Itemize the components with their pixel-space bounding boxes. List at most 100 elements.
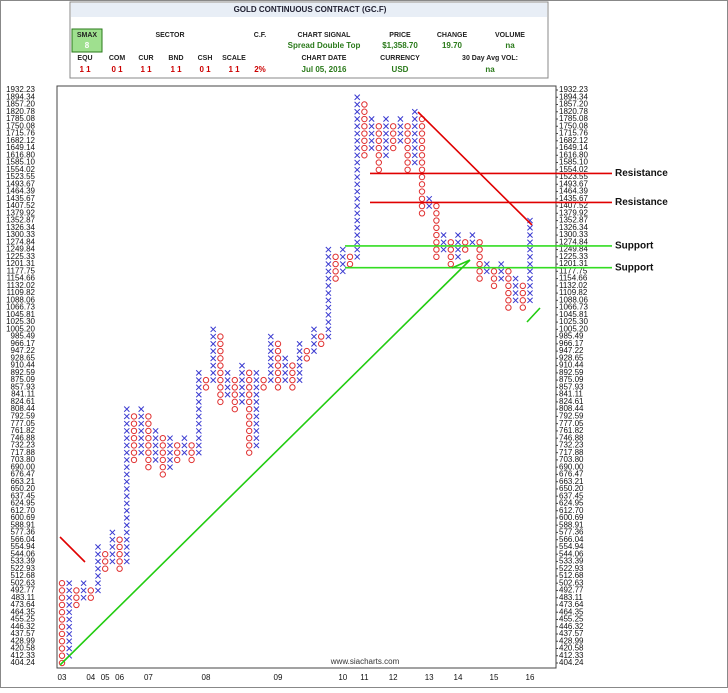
y-tick-label-right: 464.35	[559, 607, 584, 616]
x-box	[239, 384, 245, 391]
o-box	[361, 115, 368, 123]
x-stroke	[109, 543, 116, 550]
x-box	[195, 369, 202, 376]
y-tick-label-right: 1300.33	[559, 230, 588, 239]
x-stroke	[123, 435, 130, 442]
y-tick-label-right: 1523.55	[559, 172, 588, 181]
o-box	[476, 253, 483, 261]
x-stroke	[325, 304, 332, 311]
x-box	[109, 551, 116, 558]
y-tick-label-right: 792.59	[559, 412, 584, 421]
x-box	[325, 253, 332, 260]
o-box	[145, 413, 152, 420]
x-tick-label: 16	[526, 673, 535, 682]
y-tick-label-right: 1154.66	[559, 274, 588, 283]
x-stroke	[66, 631, 73, 637]
y-tick-label-right: 566.04	[559, 535, 584, 544]
y-tick-label: 824.61	[11, 397, 36, 406]
o-box	[145, 449, 152, 456]
x-tick-label: 15	[490, 673, 499, 682]
o-box	[519, 304, 526, 311]
x-box	[282, 355, 289, 362]
x-stroke	[152, 427, 159, 434]
y-tick-label: 566.04	[11, 535, 36, 544]
o-box	[116, 536, 123, 543]
o-box	[447, 239, 454, 246]
o-box	[87, 587, 95, 594]
x-stroke	[311, 340, 317, 347]
o-box	[202, 384, 210, 391]
x-stroke	[498, 268, 505, 275]
header-label: PRICE	[389, 32, 411, 39]
x-box	[123, 427, 130, 434]
y-tick-label: 1132.02	[7, 281, 36, 290]
y-tick-label-right: 637.45	[559, 491, 584, 500]
o-box	[102, 551, 109, 558]
x-stroke	[138, 420, 145, 427]
x-stroke	[267, 377, 274, 384]
x-box	[368, 116, 375, 122]
x-box	[138, 427, 145, 434]
x-stroke	[368, 116, 375, 122]
x-box	[383, 137, 389, 144]
y-tick-label: 483.11	[11, 593, 35, 602]
y-tick-label: 947.22	[11, 346, 36, 355]
x-box	[239, 369, 245, 376]
x-box	[455, 253, 461, 260]
x-box	[123, 485, 130, 492]
x-box	[440, 239, 447, 246]
footer: www.siacharts.com	[330, 657, 400, 666]
x-stroke	[483, 268, 490, 275]
header-value: $1,358.70	[382, 41, 418, 50]
x-stroke	[66, 638, 73, 645]
y-tick-label: 464.35	[11, 607, 36, 616]
x-box	[354, 239, 361, 246]
x-stroke	[152, 442, 159, 449]
o-box	[433, 217, 440, 224]
o-box	[447, 260, 454, 268]
x-stroke	[325, 246, 332, 253]
y-tick-label-right: 1201.31	[559, 259, 588, 268]
o-box	[418, 159, 426, 166]
x-stroke	[325, 282, 332, 289]
x-stroke	[123, 522, 130, 529]
y-tick-label-right: 600.69	[559, 513, 584, 522]
x-stroke	[527, 290, 533, 297]
y-tick-label: 522.93	[11, 564, 36, 573]
y-tick-label: 1820.78	[6, 107, 35, 116]
x-tick-label: 04	[86, 673, 95, 682]
y-tick-label: 1326.34	[6, 223, 35, 232]
x-stroke	[95, 543, 101, 550]
o-box	[447, 246, 454, 253]
o-box	[274, 384, 282, 391]
y-tick-label: 732.23	[11, 441, 36, 450]
x-stroke	[296, 355, 303, 362]
x-stroke	[354, 145, 361, 151]
x-stroke	[411, 145, 418, 151]
o-box	[361, 144, 368, 152]
y-tick-label: 703.80	[11, 455, 36, 464]
x-box	[210, 326, 217, 333]
x-box	[109, 529, 116, 536]
x-stroke	[325, 326, 332, 333]
o-box	[433, 239, 440, 246]
o-box	[289, 376, 296, 384]
x-stroke	[296, 348, 303, 355]
o-box	[130, 434, 138, 442]
o-box	[361, 101, 368, 108]
x-box	[267, 348, 274, 355]
x-box	[282, 369, 289, 376]
x-box	[527, 253, 533, 260]
y-tick-label-right: 1025.30	[559, 317, 588, 326]
y-tick-label-right: 1274.84	[559, 237, 588, 246]
x-box	[123, 507, 130, 514]
x-box	[354, 203, 361, 210]
o-box	[289, 369, 296, 377]
x-stroke	[411, 123, 418, 130]
x-box	[95, 587, 101, 594]
x-box	[354, 224, 361, 231]
x-box	[138, 420, 145, 427]
x-stroke	[210, 348, 217, 355]
x-box	[181, 449, 188, 456]
